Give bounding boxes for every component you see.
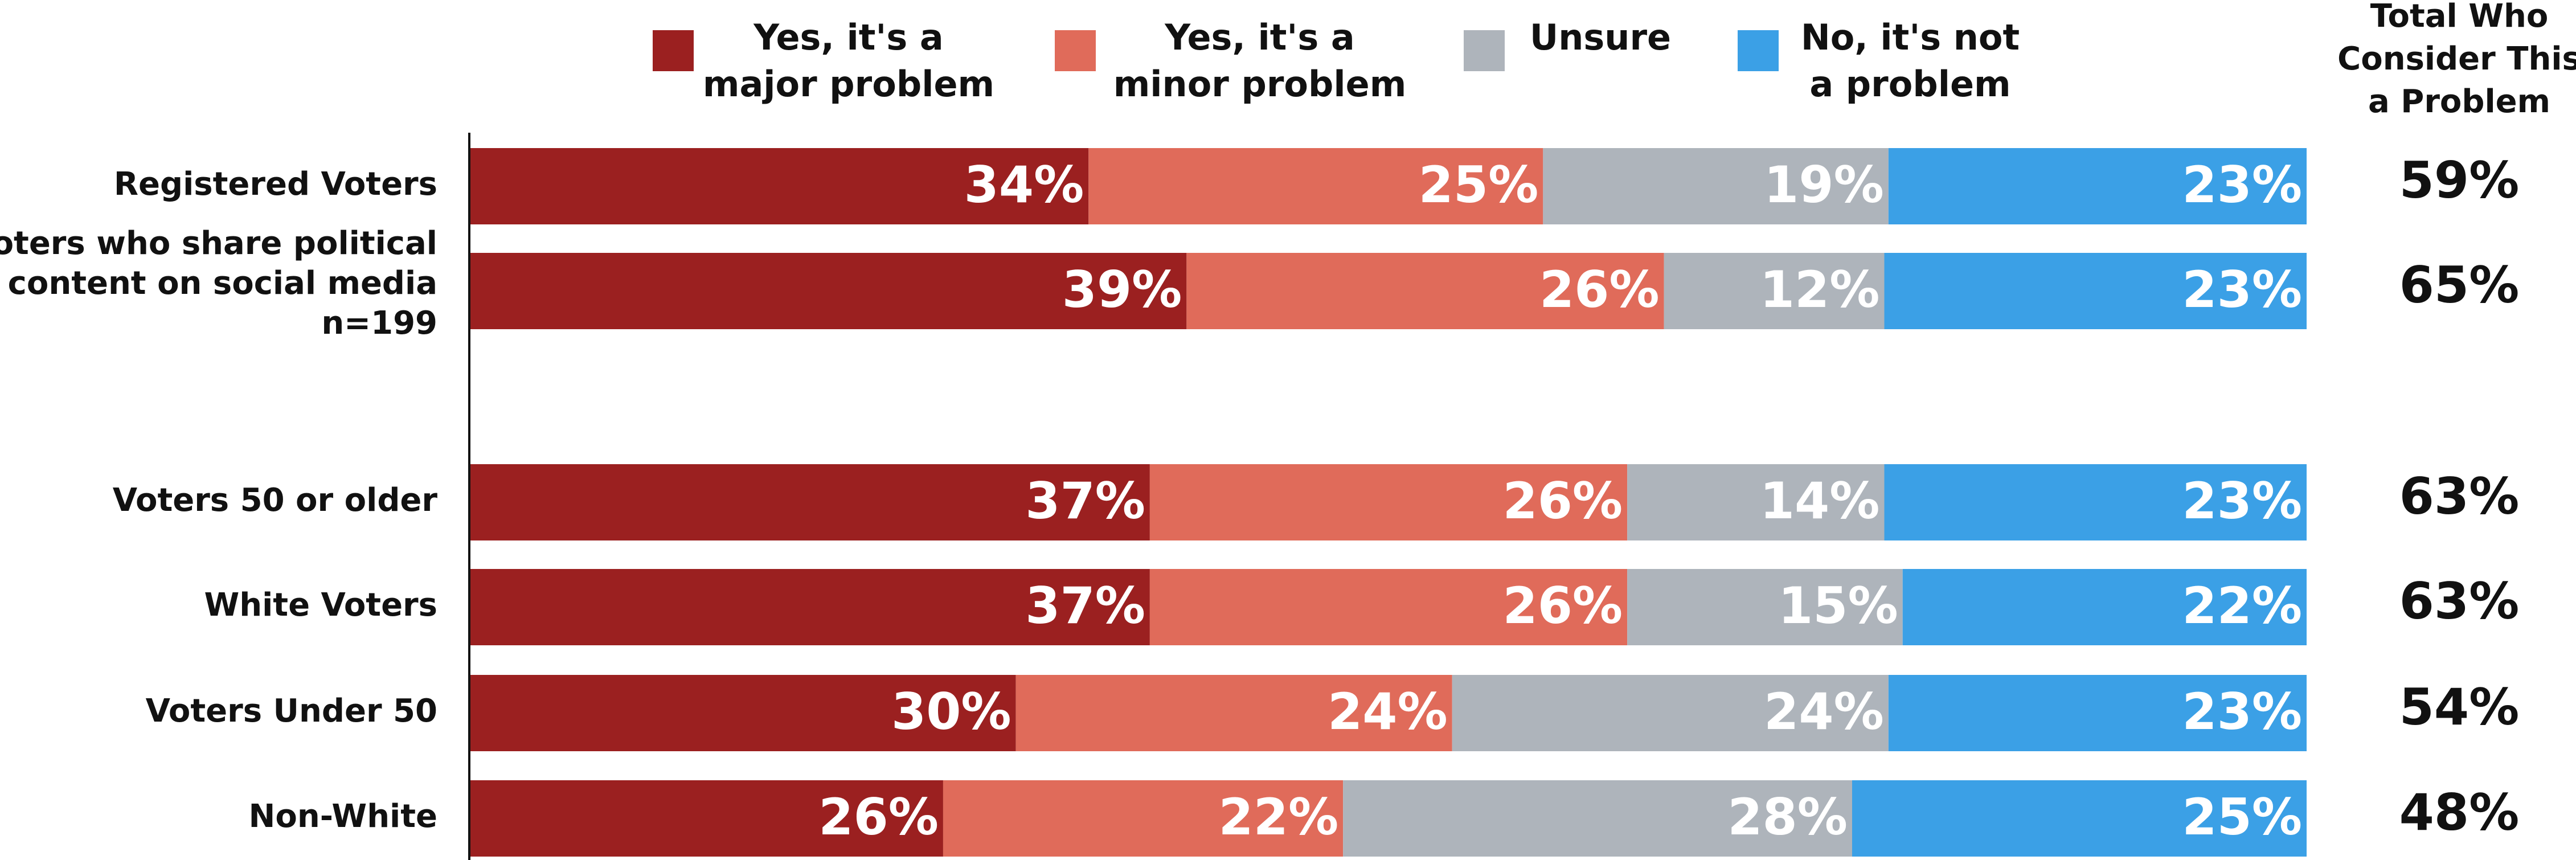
category-label: Non-White [248,798,437,835]
data-label: 23% [2182,155,2302,214]
legend-swatch-4 [1738,30,1779,71]
bar-segment [1186,253,1664,329]
category-label: White Voters [204,587,437,624]
bar-segment [1902,569,2307,645]
legend-label-3: Unsure [1530,17,1671,58]
legend-label-4: No, it's not [1801,17,2020,58]
total-value: 54% [2399,678,2520,736]
total-value: 63% [2399,572,2520,630]
data-label: 22% [2182,576,2302,635]
category-label: Voters who share political [0,225,437,262]
category-label: Registered Voters [114,166,437,203]
bar-segment [1627,569,1903,645]
data-label: 24% [1764,682,1884,741]
category-label: n=199 [321,305,437,342]
data-label: 22% [1219,788,1339,846]
data-label: 26% [818,788,939,846]
category-label: content on social media [8,265,437,302]
data-label: 37% [1025,472,1145,530]
bar-segment [1543,148,1889,224]
data-label: 34% [964,155,1084,214]
bar-segment [470,569,1150,645]
total-header-line: a Problem [2368,83,2550,120]
data-label: 25% [1419,155,1539,214]
data-label: 28% [1727,788,1848,846]
legend-swatch-3 [1464,30,1505,71]
data-label: 26% [1502,472,1623,530]
category-labels: Registered Voters Voters who share politi… [0,166,437,835]
data-label: 39% [1062,260,1182,319]
bar-segment [1852,780,2307,857]
total-value: 65% [2399,256,2520,314]
category-label: Voters 50 or older [113,482,438,519]
bar-segment [1149,569,1628,645]
bar-segment [470,675,1016,751]
bar-segment [1888,675,2307,751]
bar-segment [1884,253,2307,329]
total-value: 59% [2399,151,2520,210]
data-label: 14% [1760,472,1880,530]
legend-label-2: minor problem [1113,63,1407,105]
data-label: 23% [2182,472,2302,530]
total-header-line: Total Who [2370,0,2549,35]
data-label: 25% [2182,788,2302,846]
data-label: 19% [1764,155,1884,214]
total-header-line: Consider This [2337,40,2576,77]
legend-swatch-1 [653,30,694,71]
legend: Yes, it's a major problem Yes, it's a minor… [653,17,2020,105]
bar-segment [1343,780,1852,857]
total-value: 63% [2399,467,2520,526]
total-values: 59% 65% 63% 63% 54% 48% [2399,151,2520,842]
bar-segment [943,780,1344,857]
data-label: 23% [2182,260,2302,319]
data-label: 37% [1025,576,1145,635]
bar-segment [1664,253,1885,329]
bar-segment [1149,464,1628,540]
total-header: Total Who Consider This a Problem [2337,0,2576,120]
total-value: 48% [2399,783,2520,842]
bar-segment [1627,464,1885,540]
bars [470,148,2307,857]
bar-segment [470,464,1150,540]
data-label: 15% [1778,576,1898,635]
legend-label-1: Yes, it's a [753,17,944,58]
legend-label-2: Yes, it's a [1164,17,1355,58]
value-labels: 34% 25% 19% 23% 39% 26% 12% 23% 37% 26% 14% 23% 37% 2… [818,155,2302,846]
data-label: 30% [891,682,1011,741]
bar-segment [470,253,1187,329]
bar-segment [470,780,943,857]
bar-segment [1888,148,2307,224]
category-label: Voters Under 50 [146,693,437,730]
legend-swatch-2 [1055,30,1096,71]
data-label: 26% [1502,576,1623,635]
bar-segment [1088,148,1543,224]
legend-label-4: a problem [1809,63,2010,105]
bar-segment [470,148,1089,224]
data-label: 12% [1760,260,1880,319]
data-label: 24% [1328,682,1448,741]
bar-segment [1015,675,1452,751]
legend-label-1: major problem [703,63,994,105]
data-label: 26% [1539,260,1660,319]
bar-segment [1884,464,2307,540]
bar-segment [1452,675,1889,751]
data-label: 23% [2182,682,2302,741]
